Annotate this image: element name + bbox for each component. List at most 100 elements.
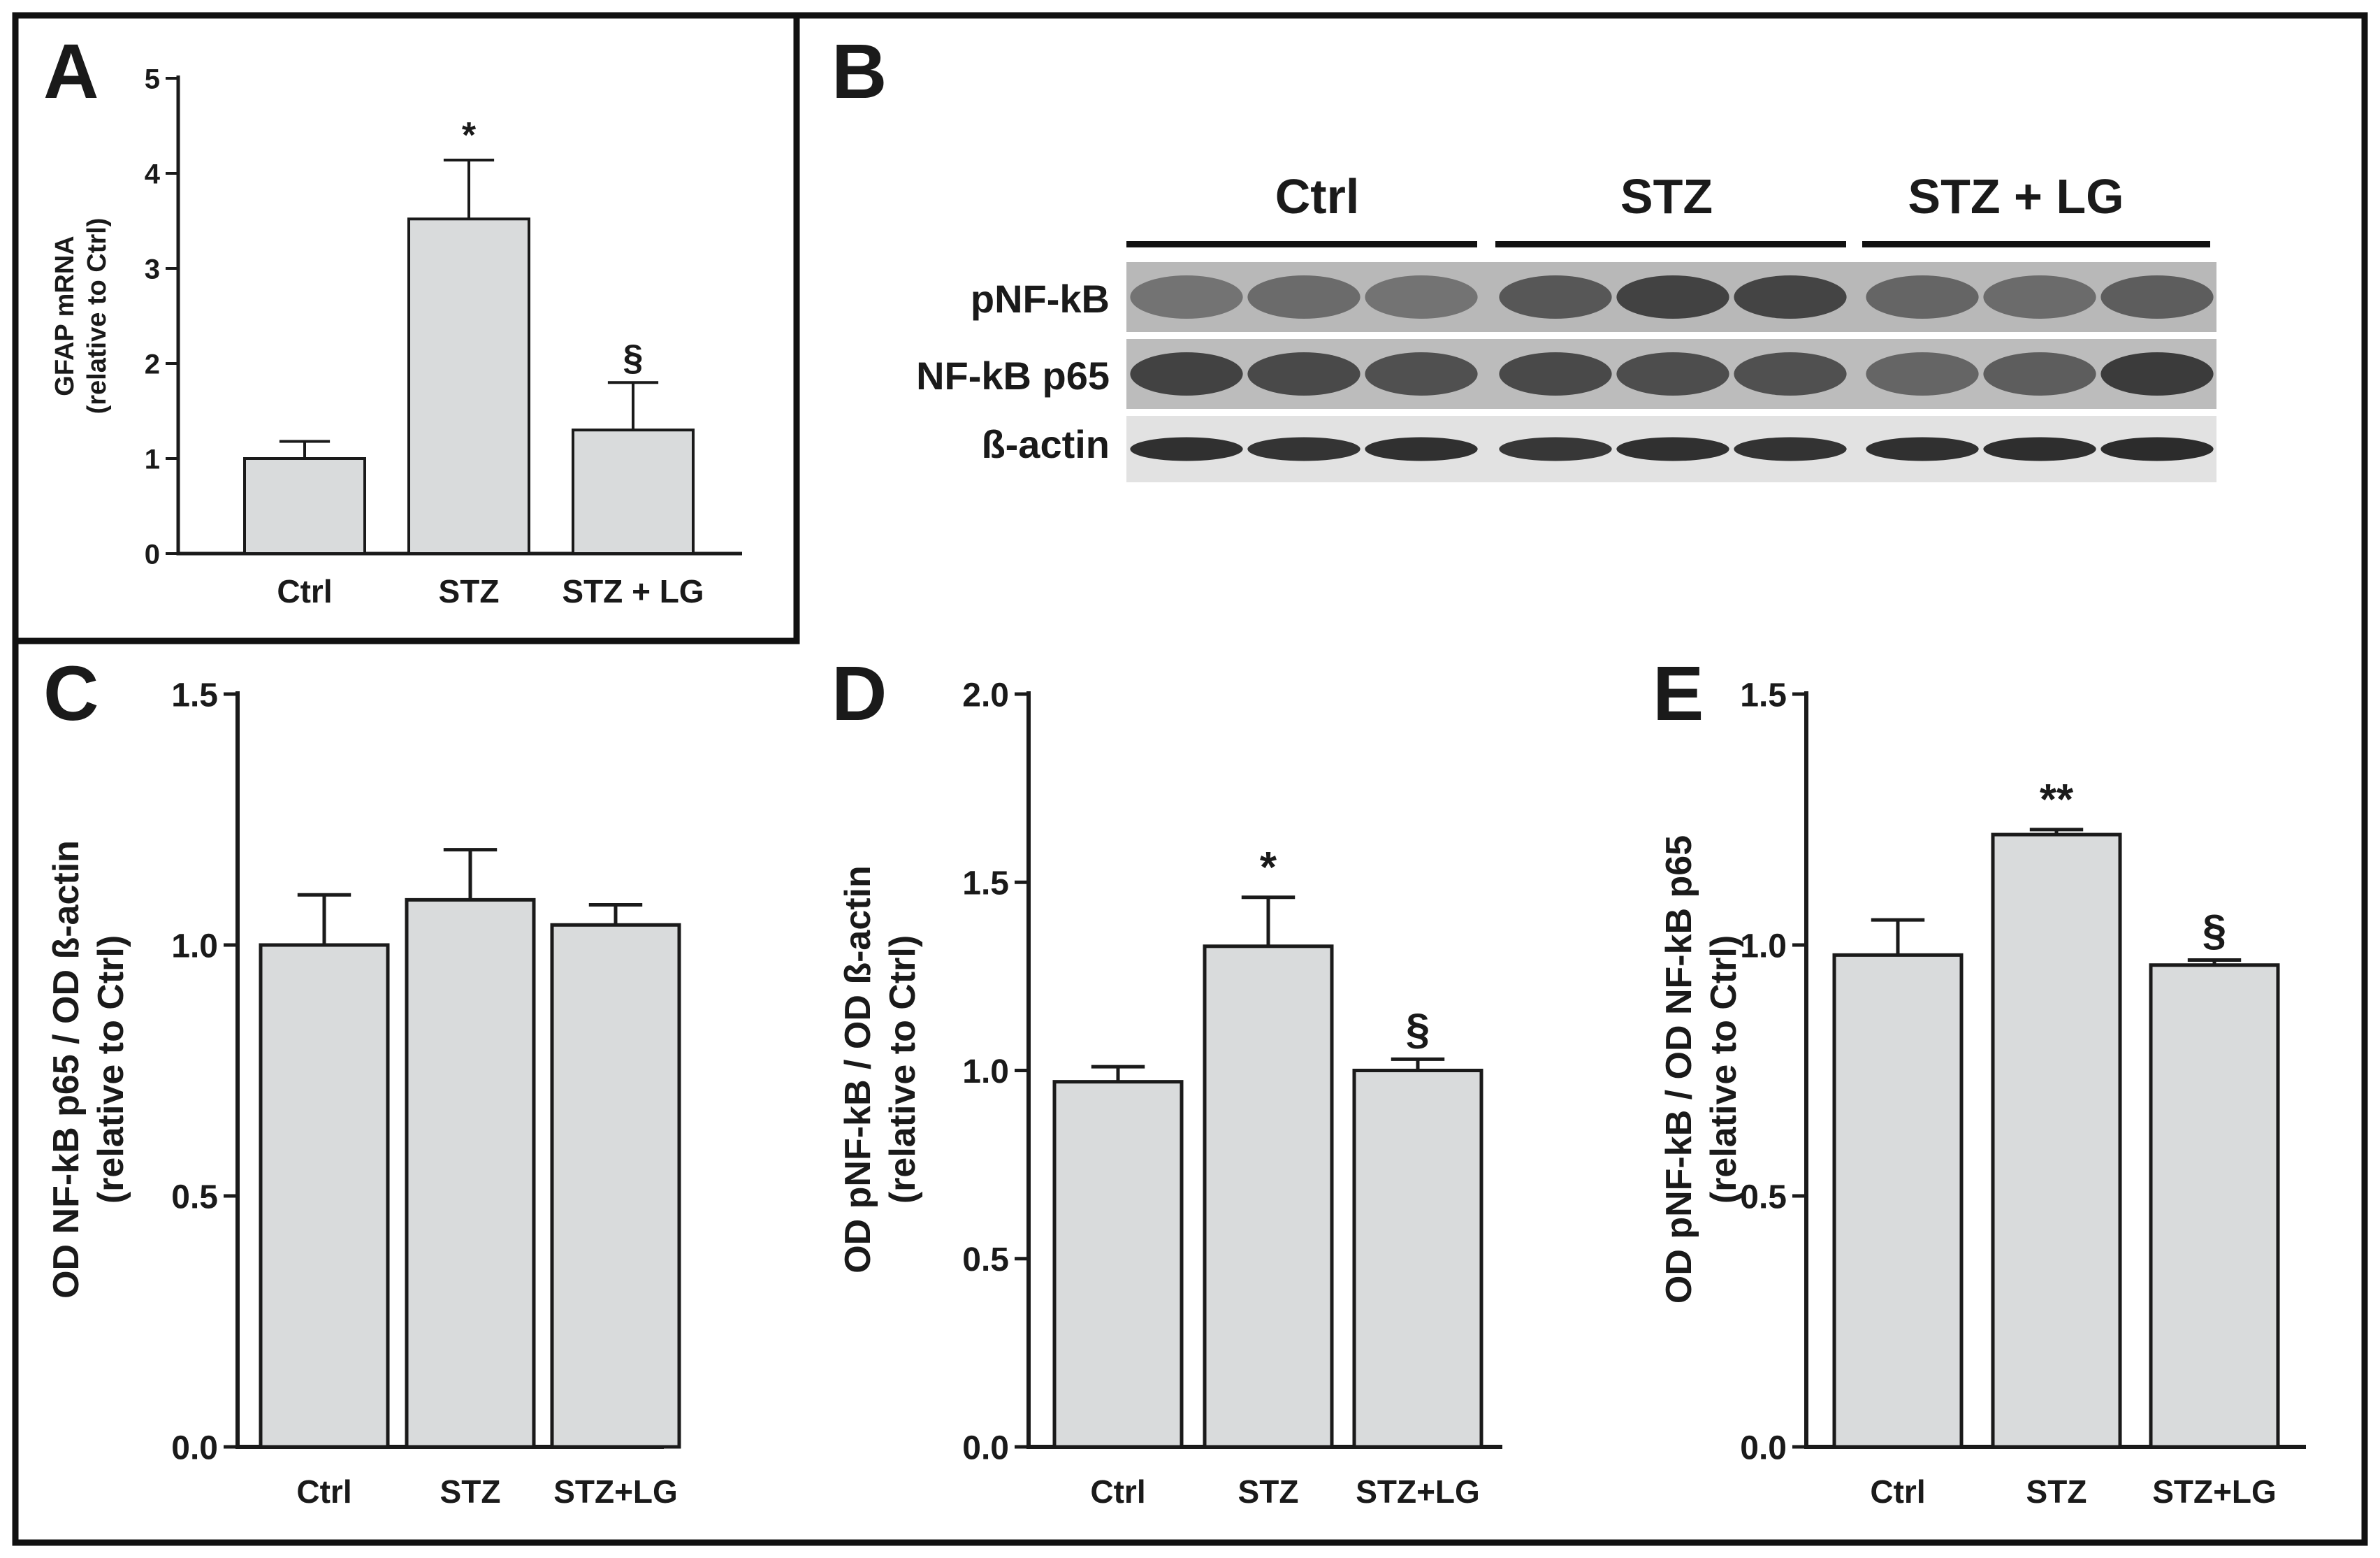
blot-band-pnf-kb-3: [1365, 275, 1478, 319]
y-axis-label-a-line-0: GFAP mRNA: [50, 236, 80, 396]
blot-band--actin-7: [1866, 437, 1979, 461]
blot-band-nf-kb-p65-5: [1616, 352, 1729, 396]
y-tick-label-c-2: 1.0: [171, 928, 218, 965]
panel-letter-e: E: [1653, 651, 1704, 737]
blot-band--actin-9: [2100, 437, 2214, 461]
blot-band-pnf-kb-4: [1499, 275, 1612, 319]
blot-band-nf-kb-p65-6: [1734, 352, 1847, 396]
blot-group-bar-stz: [1495, 241, 1846, 247]
bar-e-2: [2149, 963, 2280, 1449]
y-tick-label-a-0: 0: [145, 539, 160, 570]
blot-band-nf-kb-p65-2: [1247, 352, 1360, 396]
bar-d-0: [1052, 1080, 1184, 1449]
blot-row-label-pnfkb: pNF-kB: [971, 277, 1110, 321]
y-tick-label-d-0: 0.0: [962, 1429, 1009, 1466]
blot-row-label-nfkb-p65: NF-kB p65: [916, 354, 1110, 398]
blot-band--actin-2: [1247, 437, 1360, 461]
y-axis-label-e-line-1: (relative to Ctrl): [1704, 935, 1744, 1204]
chart-panel-e: 0.0 0.5 1.0 1.5 Ctrl STZ ** STZ+LG § OD pNF-kB / …: [1659, 677, 2306, 1510]
category-label-e-1: STZ: [2026, 1473, 2087, 1510]
bar-a-1: [407, 217, 530, 555]
bar-a-2: [572, 428, 695, 556]
blot-band--actin-6: [1734, 437, 1847, 461]
blot-band-nf-kb-p65-3: [1365, 352, 1478, 396]
bar-c-2: [550, 923, 681, 1449]
y-tick-label-d-3: 1.5: [962, 865, 1009, 902]
blot-band-pnf-kb-9: [2100, 275, 2214, 319]
chart-panel-d: 0.0 0.5 1.0 1.5 2.0 Ctrl STZ * STZ+LG § OD pNF-kB …: [838, 677, 1502, 1510]
blot-band-pnf-kb-1: [1130, 275, 1243, 319]
y-tick-label-e-3: 1.5: [1740, 677, 1787, 714]
y-tick-label-e-0: 0.0: [1740, 1429, 1787, 1466]
y-axis-label-c-line-1: (relative to Ctrl): [91, 935, 131, 1204]
blot-band-pnf-kb-5: [1616, 275, 1729, 319]
panel-letter-d: D: [832, 651, 887, 737]
bar-d-1: [1203, 944, 1334, 1449]
western-blot: Ctrl STZ STZ + LG pNF-kB NF-kB p65 ß-act…: [916, 169, 2216, 482]
blot-band--actin-1: [1130, 437, 1243, 461]
y-tick-label-a-2: 2: [145, 349, 160, 380]
category-label-a-0: Ctrl: [277, 573, 332, 610]
blot-band--actin-4: [1499, 437, 1612, 461]
blot-band--actin-8: [1983, 437, 2096, 461]
category-label-e-2: STZ+LG: [2152, 1473, 2277, 1510]
y-axis-label-e: OD pNF-kB / OD NF-kB p65 (relative to Ctr…: [1659, 835, 1744, 1304]
y-tick-label-c-0: 0.0: [171, 1429, 218, 1466]
blot-band-nf-kb-p65-9: [2100, 352, 2214, 396]
y-axis-label-c-line-0: OD NF-kB p65 / OD ß-actin: [46, 840, 87, 1299]
blot-band-nf-kb-p65-8: [1983, 352, 2096, 396]
y-tick-label-e-1: 0.5: [1740, 1178, 1787, 1216]
blot-band--actin-5: [1616, 437, 1729, 461]
blot-band-pnf-kb-7: [1866, 275, 1979, 319]
blot-group-label-stz: STZ: [1620, 169, 1713, 224]
category-label-d-0: Ctrl: [1090, 1473, 1145, 1510]
y-axis-label-a-line-1: (relative to Ctrl): [82, 218, 112, 414]
significance-marker-a-1: *: [462, 115, 477, 156]
category-label-e-0: Ctrl: [1870, 1473, 1925, 1510]
blot-band-pnf-kb-2: [1247, 275, 1360, 319]
panel-letter-a: A: [43, 29, 99, 115]
y-tick-label-d-2: 1.0: [962, 1053, 1009, 1090]
significance-marker-a-2: §: [623, 338, 644, 378]
blot-band-nf-kb-p65-7: [1866, 352, 1979, 396]
chart-panel-c: 0.0 0.5 1.0 1.5 Ctrl STZ STZ+LG OD NF-kB p65 / …: [46, 677, 681, 1510]
significance-marker-d-2: §: [1406, 1006, 1430, 1054]
blot-group-bar-ctrl: [1126, 241, 1477, 247]
y-tick-label-a-5: 5: [145, 64, 160, 94]
significance-marker-e-1: **: [2040, 776, 2074, 824]
panel-a-frame: [12, 12, 800, 644]
panel-letter-c: C: [43, 651, 99, 737]
y-axis-label-a: GFAP mRNA (relative to Ctrl): [50, 218, 112, 414]
chart-panel-a: 0 1 2 3 4 5 Ctrl STZ * STZ + LG § GFAP mRNA (relativ…: [50, 64, 742, 610]
blot-group-label-ctrl: Ctrl: [1275, 169, 1360, 224]
significance-marker-e-2: §: [2203, 907, 2226, 955]
y-axis-label-d-line-0: OD pNF-kB / OD ß-actin: [838, 865, 878, 1274]
category-label-d-1: STZ: [1238, 1473, 1299, 1510]
bar-e-1: [1991, 832, 2122, 1449]
y-axis-label-e-line-0: OD pNF-kB / OD NF-kB p65: [1659, 835, 1699, 1304]
category-label-c-1: STZ: [440, 1473, 501, 1510]
blot-row-label-beta-actin: ß-actin: [981, 422, 1110, 466]
category-label-a-1: STZ: [439, 573, 500, 610]
y-tick-label-a-4: 4: [145, 159, 161, 189]
blot-band--actin-3: [1365, 437, 1478, 461]
y-tick-label-a-3: 3: [145, 254, 160, 284]
bar-e-0: [1832, 953, 1964, 1449]
blot-band-nf-kb-p65-4: [1499, 352, 1612, 396]
blot-group-label-stz-lg: STZ + LG: [1908, 169, 2124, 224]
category-label-c-0: Ctrl: [296, 1473, 351, 1510]
y-axis-label-d: OD pNF-kB / OD ß-actin (relative to Ctrl): [838, 865, 923, 1274]
category-label-d-2: STZ+LG: [1356, 1473, 1480, 1510]
y-tick-label-c-1: 0.5: [171, 1178, 218, 1216]
y-tick-label-d-4: 2.0: [962, 677, 1009, 714]
outer-frame: [12, 12, 2368, 1546]
blot-bands: [1130, 275, 2214, 461]
bar-c-1: [405, 897, 536, 1449]
category-label-c-2: STZ+LG: [553, 1473, 678, 1510]
bar-d-2: [1352, 1069, 1483, 1449]
y-tick-label-c-3: 1.5: [171, 677, 218, 714]
y-tick-label-e-2: 1.0: [1740, 928, 1787, 965]
bar-c-0: [259, 943, 390, 1449]
y-tick-label-a-1: 1: [145, 444, 160, 475]
